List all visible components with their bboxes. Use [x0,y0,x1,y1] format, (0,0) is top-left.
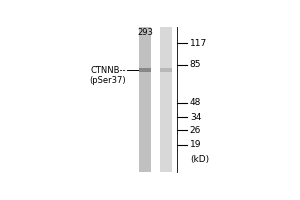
Text: 117: 117 [190,39,207,48]
Text: 85: 85 [190,60,201,69]
Text: (pSer37): (pSer37) [89,76,126,85]
Bar [139,27,152,172]
Text: 48: 48 [190,98,201,107]
Text: 26: 26 [190,126,201,135]
Text: 293: 293 [137,28,153,37]
Text: (kD): (kD) [190,155,209,164]
Bar [160,27,172,172]
Text: CTNNB--: CTNNB-- [90,66,126,75]
Bar [160,68,172,72]
Text: 34: 34 [190,113,201,122]
Text: 19: 19 [190,140,201,149]
Bar [139,68,152,72]
